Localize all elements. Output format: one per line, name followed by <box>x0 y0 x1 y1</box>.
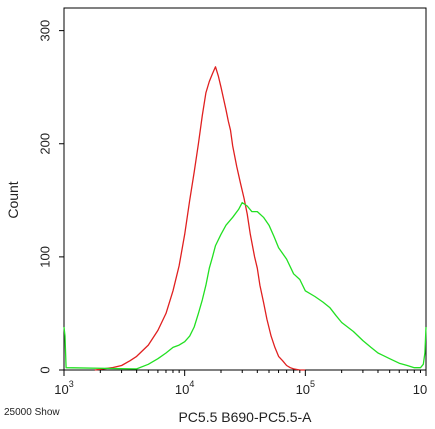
y-axis-title: Count <box>5 181 21 218</box>
x-tick-label: 104 <box>175 379 194 397</box>
y-tick-label: 100 <box>37 246 52 268</box>
x-tick-label: 103 <box>54 379 73 397</box>
x-tick-label: 10 <box>413 382 427 397</box>
x-tick-label: 105 <box>296 379 315 397</box>
x-ticks: 103 104 105 10 <box>54 370 427 397</box>
series-line-2 <box>63 201 427 370</box>
y-tick-label: 300 <box>37 20 52 42</box>
plot-frame <box>63 7 427 371</box>
y-ticks: 0 100 200 300 <box>37 20 64 374</box>
x-axis-title: PC5.5 B690-PC5.5-A <box>178 409 312 425</box>
event-count-label: 25000 Show <box>4 407 60 418</box>
y-tick-label: 200 <box>37 133 52 155</box>
series-line-1 <box>94 66 306 371</box>
series-layer <box>63 66 427 371</box>
y-tick-label: 0 <box>37 366 52 373</box>
